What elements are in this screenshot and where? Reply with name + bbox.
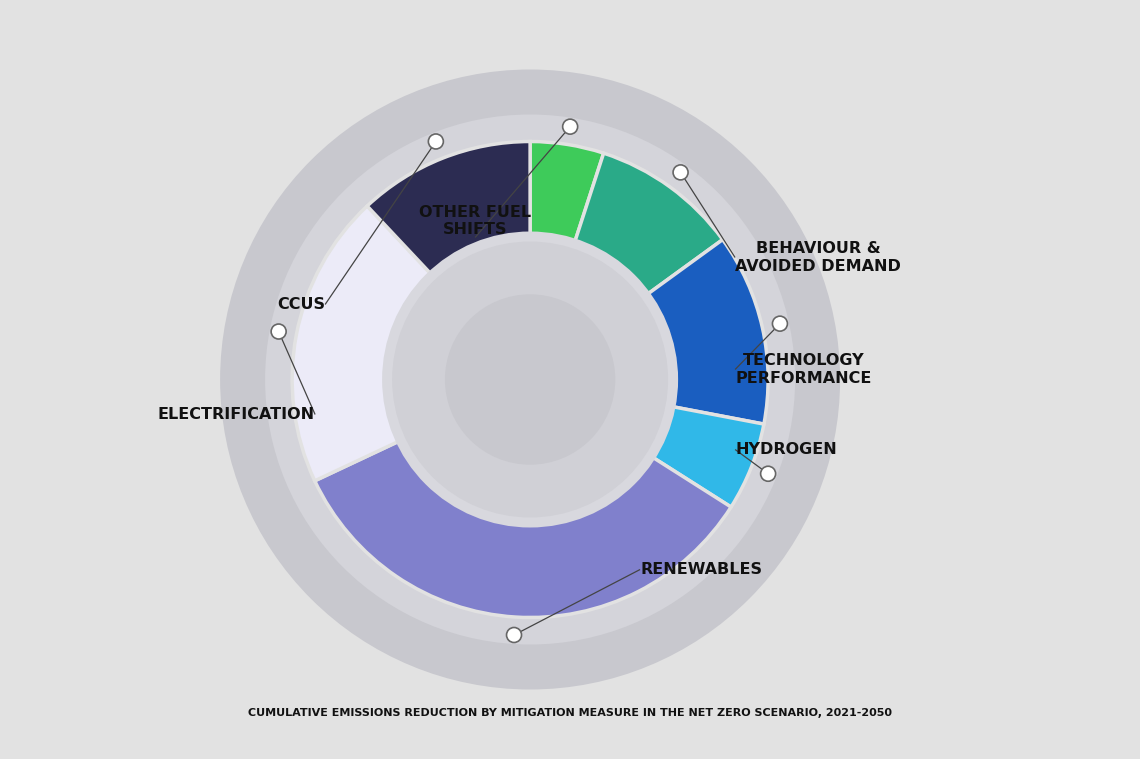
Circle shape [673,165,689,180]
Wedge shape [650,406,764,507]
Wedge shape [530,141,604,244]
Text: OTHER FUEL
SHIFTS: OTHER FUEL SHIFTS [420,205,531,238]
Text: ELECTRIFICATION: ELECTRIFICATION [158,407,315,422]
Text: CUMULATIVE EMISSIONS REDUCTION BY MITIGATION MEASURE IN THE NET ZERO SCENARIO, 2: CUMULATIVE EMISSIONS REDUCTION BY MITIGA… [249,708,891,719]
Circle shape [271,324,286,339]
Wedge shape [315,440,731,618]
Text: BEHAVIOUR &
AVOIDED DEMAND: BEHAVIOUR & AVOIDED DEMAND [735,241,901,274]
Text: CCUS: CCUS [277,297,325,312]
Wedge shape [367,141,530,276]
Wedge shape [645,240,768,424]
Text: HYDROGEN: HYDROGEN [735,442,837,457]
Circle shape [773,317,788,331]
Circle shape [445,294,616,465]
Circle shape [563,119,578,134]
Text: RENEWABLES: RENEWABLES [640,562,763,577]
Circle shape [382,231,678,528]
Circle shape [220,70,840,689]
Text: TECHNOLOGY
PERFORMANCE: TECHNOLOGY PERFORMANCE [735,353,871,386]
Circle shape [506,628,521,643]
Circle shape [266,115,795,644]
Circle shape [429,134,443,149]
Circle shape [760,466,775,481]
Wedge shape [573,153,723,296]
Wedge shape [292,206,433,481]
Circle shape [392,241,668,518]
